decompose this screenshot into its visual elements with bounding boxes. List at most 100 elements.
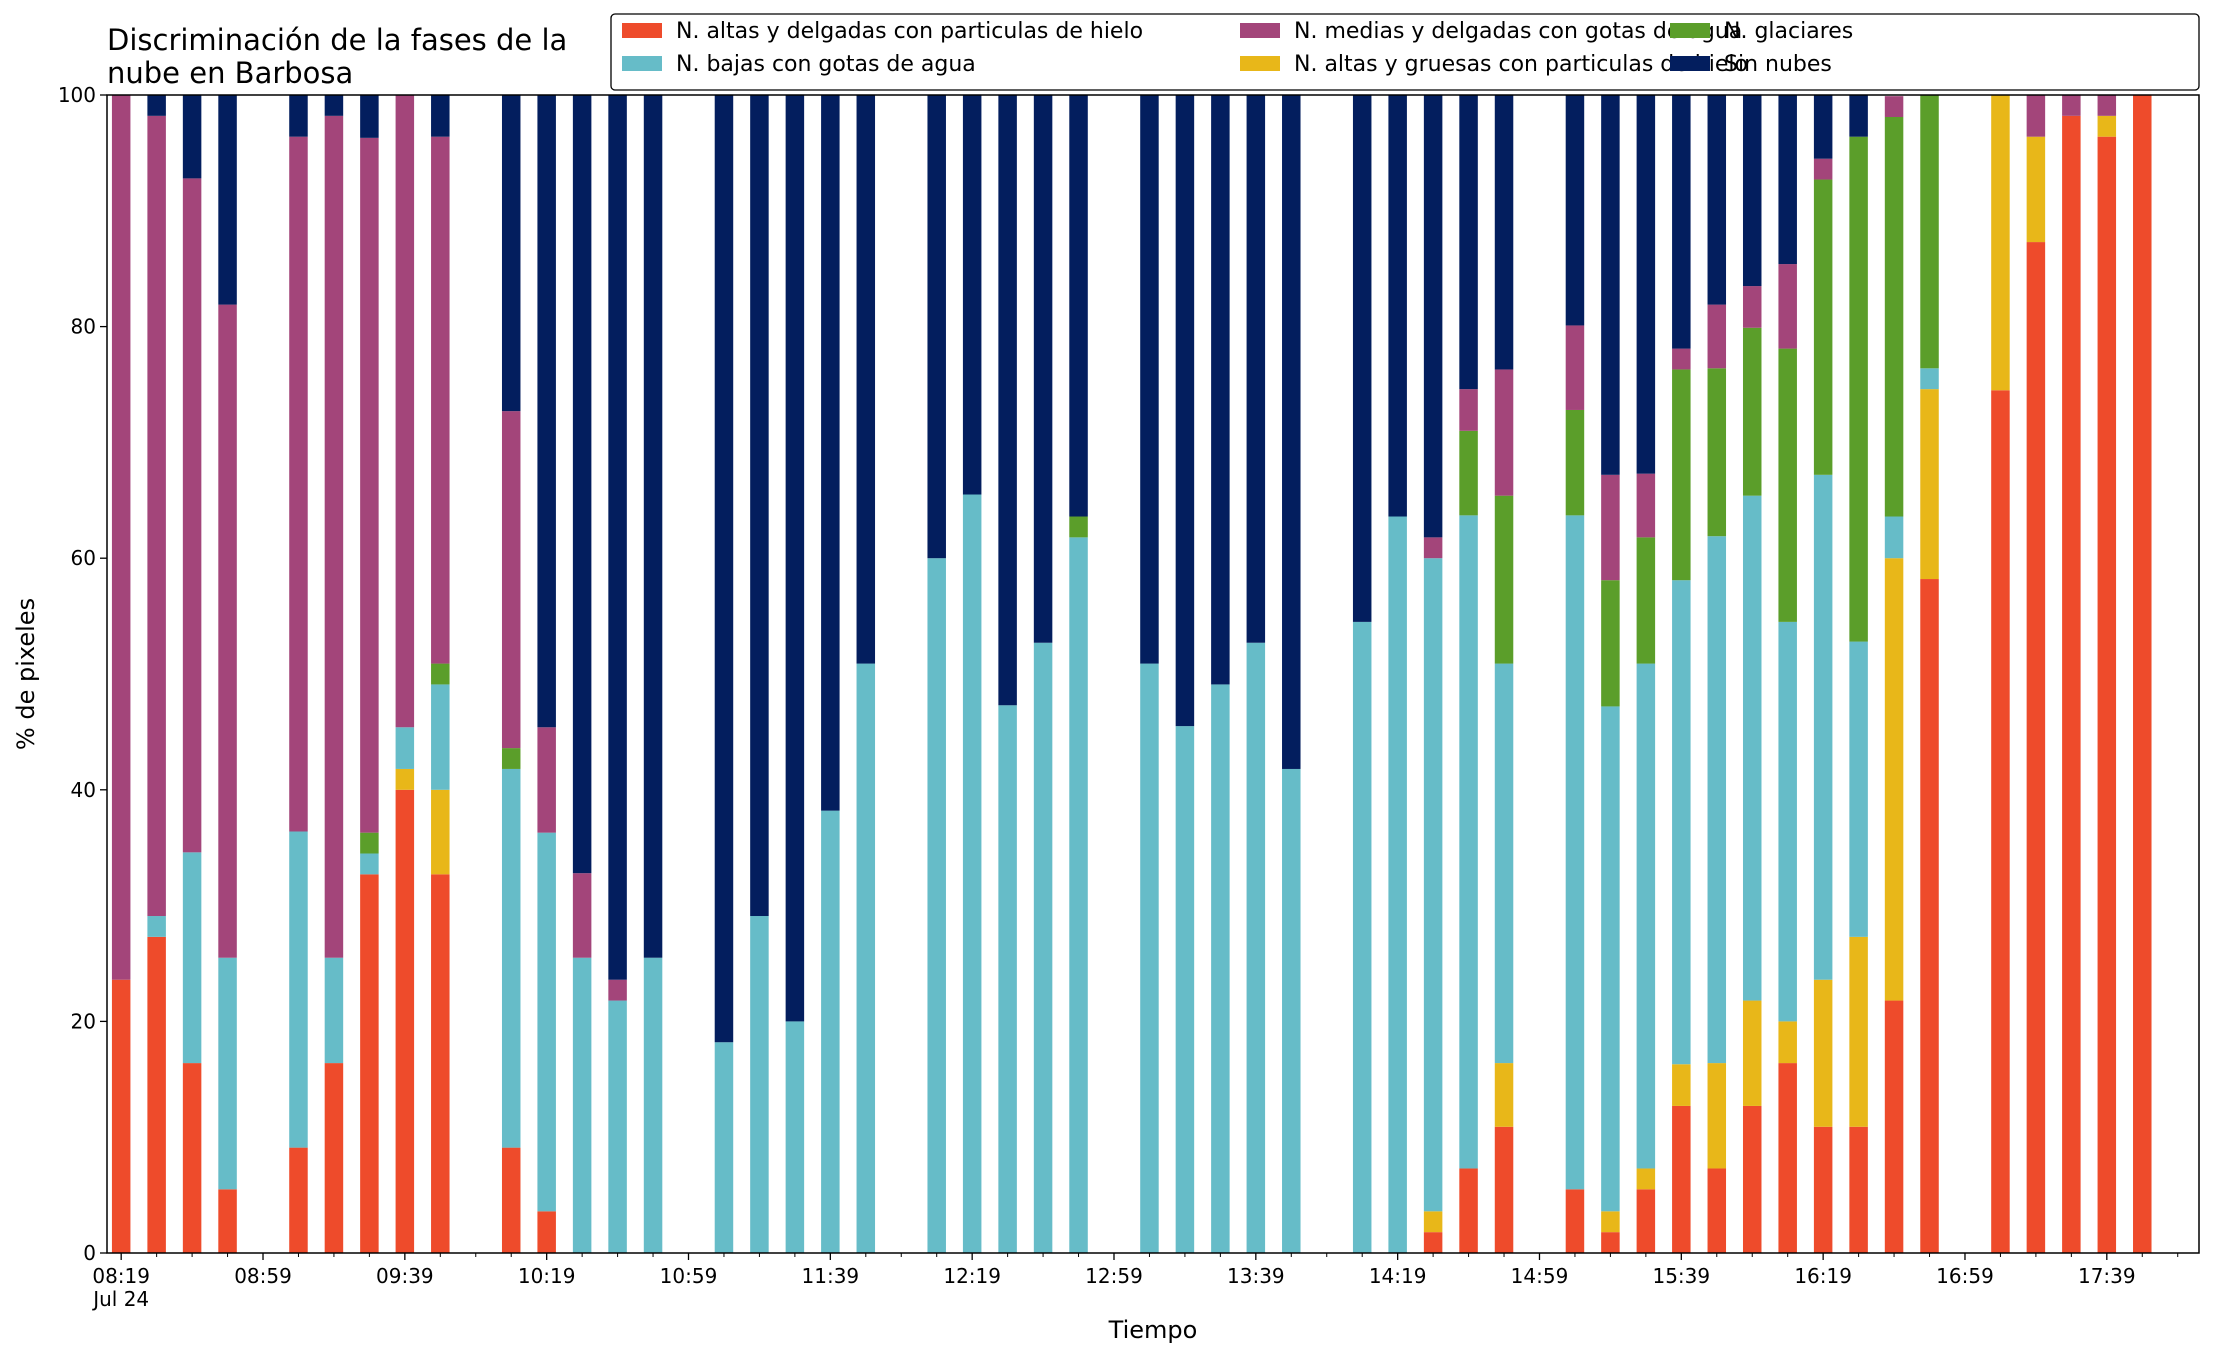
bar-segment (1033, 95, 1053, 643)
bar-segment (608, 95, 627, 980)
x-tick-label: 16:59 (1936, 1264, 1994, 1288)
bar-segment (360, 95, 379, 138)
bar-segment (360, 874, 379, 1253)
bar-segment (218, 957, 237, 1190)
bar-segment (1494, 1063, 1514, 1127)
plot-frame (106, 94, 2200, 1254)
legend-swatch (1670, 56, 1710, 71)
bar-segment (1494, 1126, 1514, 1253)
bar-segment (2097, 115, 2117, 137)
bar-segment (1672, 1064, 1691, 1106)
bar-segment (1672, 1105, 1691, 1253)
bar-segment (431, 684, 450, 790)
bar-segment (1672, 580, 1691, 1065)
bar-segment (431, 136, 450, 664)
bar-segment (182, 95, 202, 179)
bar-segment (1742, 495, 1762, 1001)
bar-segment (431, 874, 450, 1253)
bar-segment (1175, 95, 1195, 727)
bar-segment (1565, 1189, 1585, 1253)
bar-segment (324, 95, 344, 116)
bar-segment (1459, 1168, 1478, 1253)
x-tick-label: 12:19 (943, 1264, 1001, 1288)
legend: N. altas y delgadas con particulas de hi… (610, 13, 2200, 91)
x-tick-label: 14:19 (1369, 1264, 1427, 1288)
bar-segment (2133, 95, 2152, 1253)
bar-segment (927, 558, 946, 1253)
bar-segment (856, 663, 876, 1253)
legend-swatch (622, 56, 662, 71)
bar-segment (1707, 536, 1727, 1064)
bar-segment (1494, 369, 1514, 496)
bar-segment (501, 1147, 521, 1253)
bar-segment (324, 1063, 344, 1253)
bar-segment (360, 137, 379, 833)
chart-title-line-2: nube en Barbosa (107, 56, 353, 90)
bar-segment (1849, 1126, 1868, 1253)
bar-segment (1672, 95, 1691, 349)
bar-segment (1565, 409, 1585, 516)
x-tick-label: 12:59 (1085, 1264, 1143, 1288)
bar-segment (1423, 1232, 1443, 1253)
bar-segment (608, 1000, 627, 1253)
bars-layer (111, 95, 2152, 1254)
x-tick-sublabel: Jul 24 (91, 1287, 149, 1311)
bar-segment (750, 95, 769, 917)
bar-segment (1884, 558, 1904, 1001)
bar-segment (962, 494, 982, 1253)
legend-swatch (1670, 23, 1710, 38)
bar-segment (289, 1147, 308, 1253)
bar-segment (2026, 242, 2046, 1253)
bar-segment (1991, 95, 2010, 391)
bar-segment (537, 832, 556, 1212)
x-tick-label: 15:39 (1652, 1264, 1710, 1288)
bar-segment (1813, 179, 1833, 475)
bar-segment (2026, 136, 2046, 243)
legend-box (610, 13, 2200, 91)
bar-segment (395, 768, 415, 790)
bar-segment (1991, 390, 2010, 1253)
bar-segment (1849, 136, 1868, 642)
bar-segment (1282, 768, 1301, 1253)
bar-segment (147, 916, 166, 937)
bar-segment (1636, 1168, 1656, 1190)
bar-segment (1459, 389, 1478, 431)
bar-segment (1601, 580, 1620, 707)
y-tick-label: 20 (71, 1009, 96, 1033)
bar-segment (1920, 579, 1939, 1253)
bar-segment (1778, 621, 1797, 1022)
bar-segment (1672, 369, 1691, 581)
bar-segment (1388, 95, 1407, 517)
x-tick-label: 08:19 (92, 1264, 150, 1288)
bar-segment (1849, 641, 1868, 937)
bar-segment (431, 663, 450, 685)
bar-segment (1565, 325, 1585, 410)
bar-segment (324, 115, 344, 958)
bar-segment (1423, 95, 1443, 538)
bar-segment (1140, 95, 1159, 664)
bar-segment (927, 95, 946, 559)
bar-segment (1920, 368, 1939, 390)
chart-title-line-1: Discriminación de la fases de la (107, 23, 567, 57)
bar-segment (1778, 1063, 1797, 1253)
x-tick-label: 09:39 (376, 1264, 434, 1288)
legend-label: N. altas y delgadas con particulas de hi… (676, 19, 1143, 44)
bar-segment (1884, 516, 1904, 559)
bar-segment (572, 957, 592, 1253)
bar-segment (289, 831, 308, 1148)
x-tick-label: 13:39 (1227, 1264, 1285, 1288)
bar-segment (572, 95, 592, 874)
bar-segment (1636, 537, 1656, 664)
bar-segment (111, 95, 131, 980)
bar-segment (501, 95, 521, 412)
bar-segment (289, 136, 308, 832)
bar-segment (1069, 95, 1088, 517)
bar-segment (1707, 368, 1727, 537)
chart-title: Discriminación de la fases de la nube en… (107, 23, 567, 90)
bar-segment (714, 1042, 734, 1253)
bar-segment (1459, 95, 1478, 390)
bar-segment (1920, 389, 1939, 580)
bar-segment (2026, 95, 2046, 137)
bar-segment (501, 748, 521, 769)
bar-segment (1636, 1189, 1656, 1253)
